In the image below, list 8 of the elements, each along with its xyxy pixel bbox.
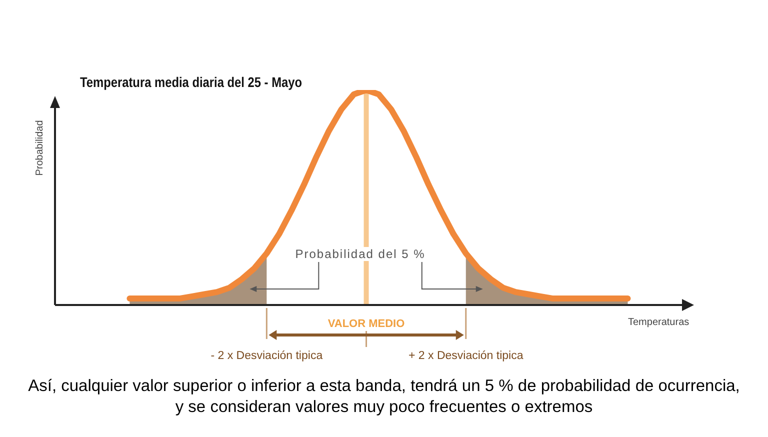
x-axis-title: Temperaturas	[628, 317, 690, 328]
x-tick-label: VALOR MEDIO	[328, 318, 406, 330]
annotation: Probabilidad del 5 %	[292, 246, 428, 261]
text: Probabilidad	[34, 120, 46, 176]
chart-title: Temperatura media diaria del 25 - Mayo	[80, 74, 302, 90]
x-tick-label: - 2 x Desviación tipica	[210, 350, 324, 362]
text: Así, cualquier valor superior o inferior a esta banda, tendrá un 5 % de probabilidad de ocurrencia, y se consideran valores muy poco frecuentes o extremos	[27, 376, 741, 418]
x-tick-label: + 2 x Desviación tipica	[408, 350, 524, 362]
